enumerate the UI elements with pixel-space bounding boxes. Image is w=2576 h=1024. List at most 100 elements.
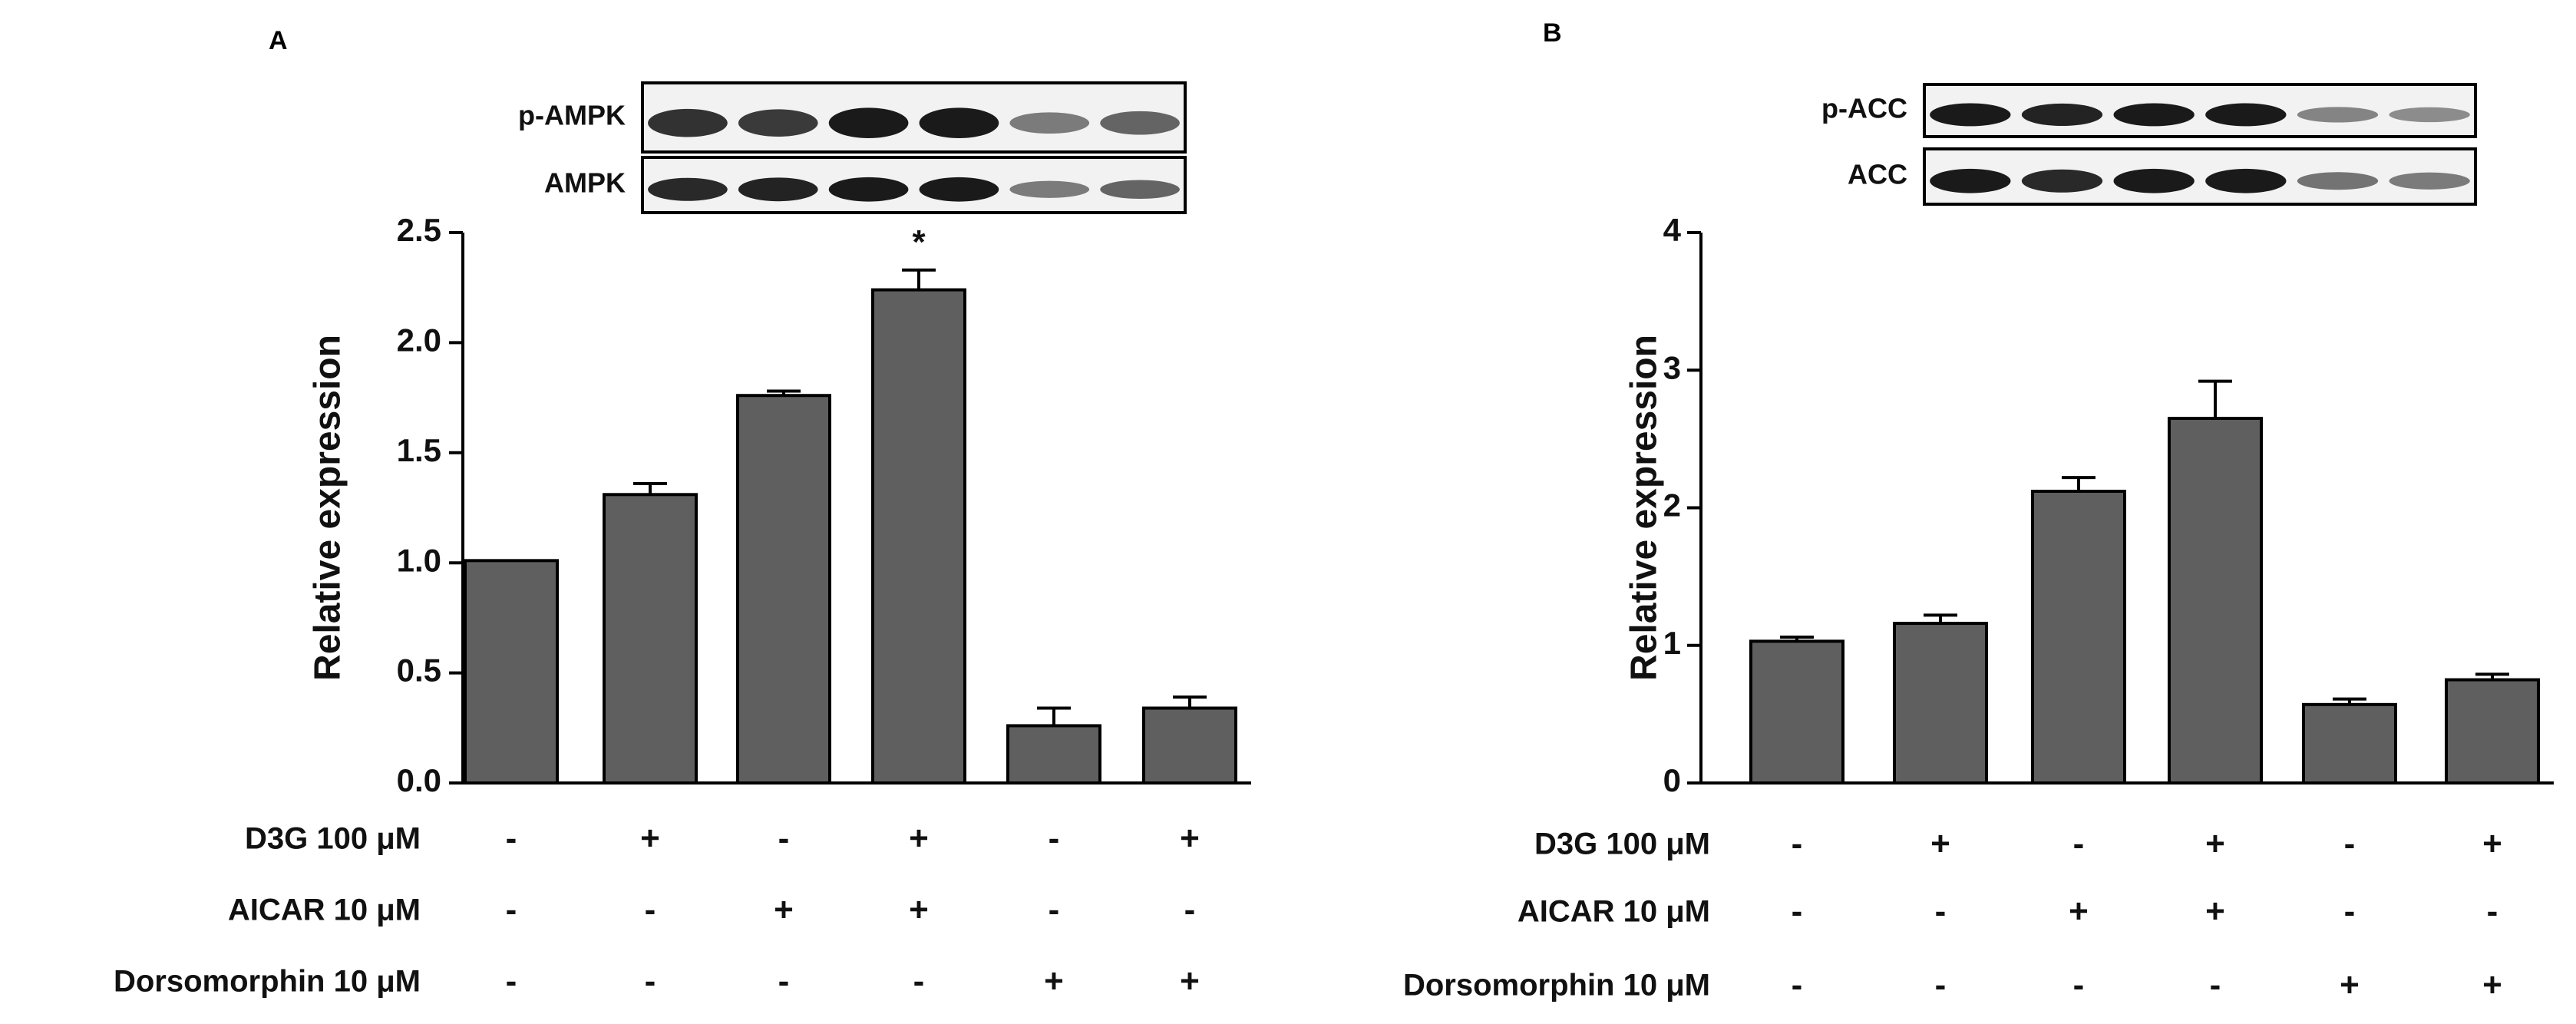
condition-sign: - [1049, 820, 1060, 857]
condition-sign: + [2482, 966, 2502, 1004]
condition-sign: - [1184, 891, 1196, 929]
condition-sign: + [1180, 963, 1200, 1000]
y-tick-label: 2 [1663, 487, 1681, 524]
condition-sign: + [640, 820, 660, 857]
condition-label: D3G 100 μM [245, 822, 421, 856]
condition-sign: + [2482, 825, 2502, 863]
blot-band [2389, 107, 2470, 123]
condition-row: AICAR 10 μM - - + + - - [228, 891, 1196, 929]
blot-band [919, 177, 999, 202]
bar [1749, 639, 1844, 785]
condition-sign: - [2487, 893, 2498, 930]
condition-sign: - [506, 891, 517, 929]
condition-row: Dorsomorphin 10 μM - - - - + + [1403, 966, 2502, 1004]
condition-sign: - [1792, 893, 1803, 930]
bar [2168, 416, 2263, 785]
significance-marker: * [912, 223, 926, 261]
bar [2445, 678, 2540, 785]
condition-sign: - [1935, 893, 1947, 930]
condition-row: Dorsomorphin 10 μM - - - - + + [114, 963, 1200, 1000]
panel-a: Ap-AMPK AMPK 0.0 0.5 1.0 1.5 2.0 2.5 Relative ex… [114, 26, 1251, 1000]
y-axis-label: Relative expression [1624, 335, 1665, 681]
bar [871, 288, 966, 785]
y-tick-label: 1.0 [397, 542, 441, 578]
blot-band [738, 177, 818, 202]
y-axis-label: Relative expression [308, 335, 348, 681]
blot-ampk: AMPK [544, 156, 1187, 214]
panel-letter: B [1543, 18, 1562, 48]
condition-sign: - [913, 963, 925, 1000]
blot-band [2297, 172, 2379, 190]
condition-row: AICAR 10 μM - - + + - - [1518, 893, 2498, 930]
blot-frame [1923, 147, 2477, 206]
blot-band [1930, 103, 2011, 127]
panel-letter: A [269, 26, 288, 55]
blot-band [648, 177, 728, 201]
condition-sign: + [909, 820, 929, 857]
condition-sign: - [1935, 966, 1947, 1004]
blot-band [1009, 180, 1090, 198]
blot-band [1009, 112, 1090, 134]
bar [2031, 489, 2126, 785]
condition-sign: + [2340, 966, 2360, 1004]
blot-band [828, 177, 909, 202]
condition-sign: - [645, 963, 656, 1000]
condition-sign: + [774, 891, 794, 929]
blot-label: AMPK [544, 167, 626, 199]
condition-sign: - [645, 891, 656, 929]
condition-row: D3G 100 μM - + - + - + [1534, 825, 2502, 863]
condition-sign: - [778, 963, 790, 1000]
blot-band [1100, 111, 1180, 135]
blot-frame [641, 81, 1187, 154]
blot-band [1100, 180, 1180, 200]
condition-sign: - [1792, 966, 1803, 1004]
blot-band [2297, 107, 2379, 123]
bar [464, 559, 559, 785]
condition-sign: - [2210, 966, 2221, 1004]
condition-sign: + [1930, 825, 1950, 863]
condition-sign: - [2344, 825, 2356, 863]
condition-row: D3G 100 μM - + - + - + [245, 820, 1200, 857]
y-tick-label: 0 [1663, 762, 1681, 798]
y-tick-label: 0.0 [397, 762, 441, 798]
bar [1142, 706, 1237, 785]
y-tick-label: 1.5 [397, 432, 441, 468]
condition-label: Dorsomorphin 10 μM [114, 965, 421, 999]
bar [1006, 724, 1101, 785]
blot-band [738, 109, 818, 137]
condition-label: D3G 100 μM [1534, 827, 1710, 861]
condition-label: AICAR 10 μM [228, 894, 421, 927]
condition-label: AICAR 10 μM [1518, 895, 1710, 929]
condition-label: Dorsomorphin 10 μM [1403, 969, 1710, 1003]
blot-label: ACC [1848, 159, 1907, 190]
y-tick-label: 1 [1663, 625, 1681, 661]
bar [603, 493, 698, 785]
condition-sign: - [506, 820, 517, 857]
blot-band [2021, 169, 2103, 193]
y-tick-label: 0.5 [397, 652, 441, 689]
condition-sign: + [1180, 820, 1200, 857]
y-tick-label: 3 [1663, 349, 1681, 385]
blot-band [919, 107, 999, 138]
y-axis: 0.0 0.5 1.0 1.5 2.0 2.5 Relative expression [308, 212, 464, 798]
blot-label: p-ACC [1821, 93, 1907, 124]
blot-band [2021, 103, 2103, 127]
blot-frame [1923, 83, 2477, 138]
panel-b: Bp-ACC ACC 0 1 2 3 4 Relative expression D3G 100… [1403, 18, 2554, 1004]
blot-band [2205, 168, 2287, 193]
blot-band [648, 108, 728, 137]
blot-band [2205, 103, 2287, 127]
condition-sign: - [2073, 825, 2085, 863]
blot-band [2389, 172, 2470, 190]
bar [736, 394, 831, 785]
condition-sign: + [2205, 893, 2225, 930]
condition-sign: + [1044, 963, 1064, 1000]
y-tick-label: 4 [1663, 212, 1682, 248]
blot-band [828, 107, 909, 138]
y-axis: 0 1 2 3 4 Relative expression [1624, 212, 1702, 798]
condition-sign: - [506, 963, 517, 1000]
blot-p-acc: p-ACC [1821, 83, 2477, 138]
blot-band [1930, 168, 2011, 193]
condition-sign: - [1049, 891, 1060, 929]
